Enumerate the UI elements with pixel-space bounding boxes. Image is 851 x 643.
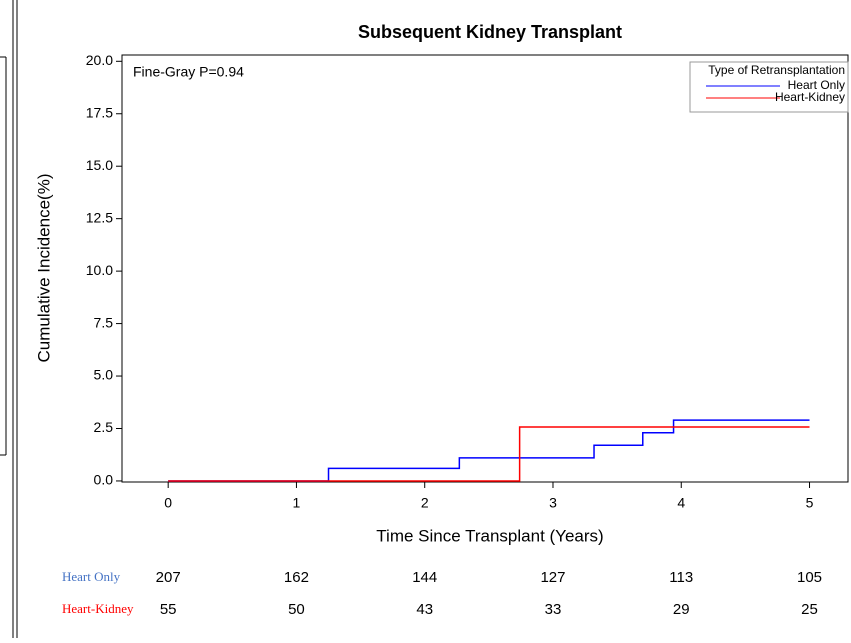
y-axis-label: Cumulative Incidence(%) <box>34 174 53 363</box>
y-tick-label: 17.5 <box>86 104 113 120</box>
risk-count: 33 <box>545 601 562 618</box>
legend-title: Type of Retransplantation <box>708 63 845 77</box>
y-tick-label: 20.0 <box>86 52 113 68</box>
risk-count: 207 <box>156 569 181 586</box>
chart-title: Subsequent Kidney Transplant <box>358 22 622 42</box>
step-line <box>168 419 810 482</box>
risk-count: 105 <box>797 569 822 586</box>
risk-count: 29 <box>673 601 690 618</box>
risk-count: 50 <box>288 601 305 618</box>
y-tick-label: 10.0 <box>86 262 113 278</box>
x-tick-label: 5 <box>806 495 814 511</box>
y-tick-label: 7.5 <box>94 314 114 330</box>
annotation: Fine-Gray P=0.94 <box>133 64 244 80</box>
risk-count: 144 <box>412 569 437 586</box>
x-axis-label: Time Since Transplant (Years) <box>376 526 603 545</box>
y-tick-label: 2.5 <box>94 419 114 435</box>
legend-box <box>689 61 849 113</box>
y-tick-label: 0.0 <box>94 472 114 488</box>
risk-count: 127 <box>540 569 565 586</box>
legend-label: Heart-Kidney <box>775 90 845 104</box>
risk-row-name: Heart Only <box>62 569 121 584</box>
risk-count: 43 <box>416 601 433 618</box>
x-tick-label: 0 <box>164 495 172 511</box>
risk-count: 162 <box>284 569 309 586</box>
y-tick-label: 15.0 <box>86 157 113 173</box>
x-tick-label: 1 <box>293 495 301 511</box>
y-tick-label: 12.5 <box>86 209 113 225</box>
step-line <box>168 426 810 482</box>
risk-row-name: Heart-Kidney <box>62 601 134 616</box>
plot-frame <box>121 54 849 483</box>
risk-count: 113 <box>669 569 693 586</box>
x-tick-label: 4 <box>677 495 685 511</box>
y-tick-label: 5.0 <box>94 367 114 383</box>
risk-count: 55 <box>160 601 177 618</box>
x-tick-label: 2 <box>421 495 429 511</box>
x-tick-label: 3 <box>549 495 557 511</box>
risk-count: 25 <box>801 601 818 618</box>
legend-label: Heart Only <box>788 78 845 92</box>
